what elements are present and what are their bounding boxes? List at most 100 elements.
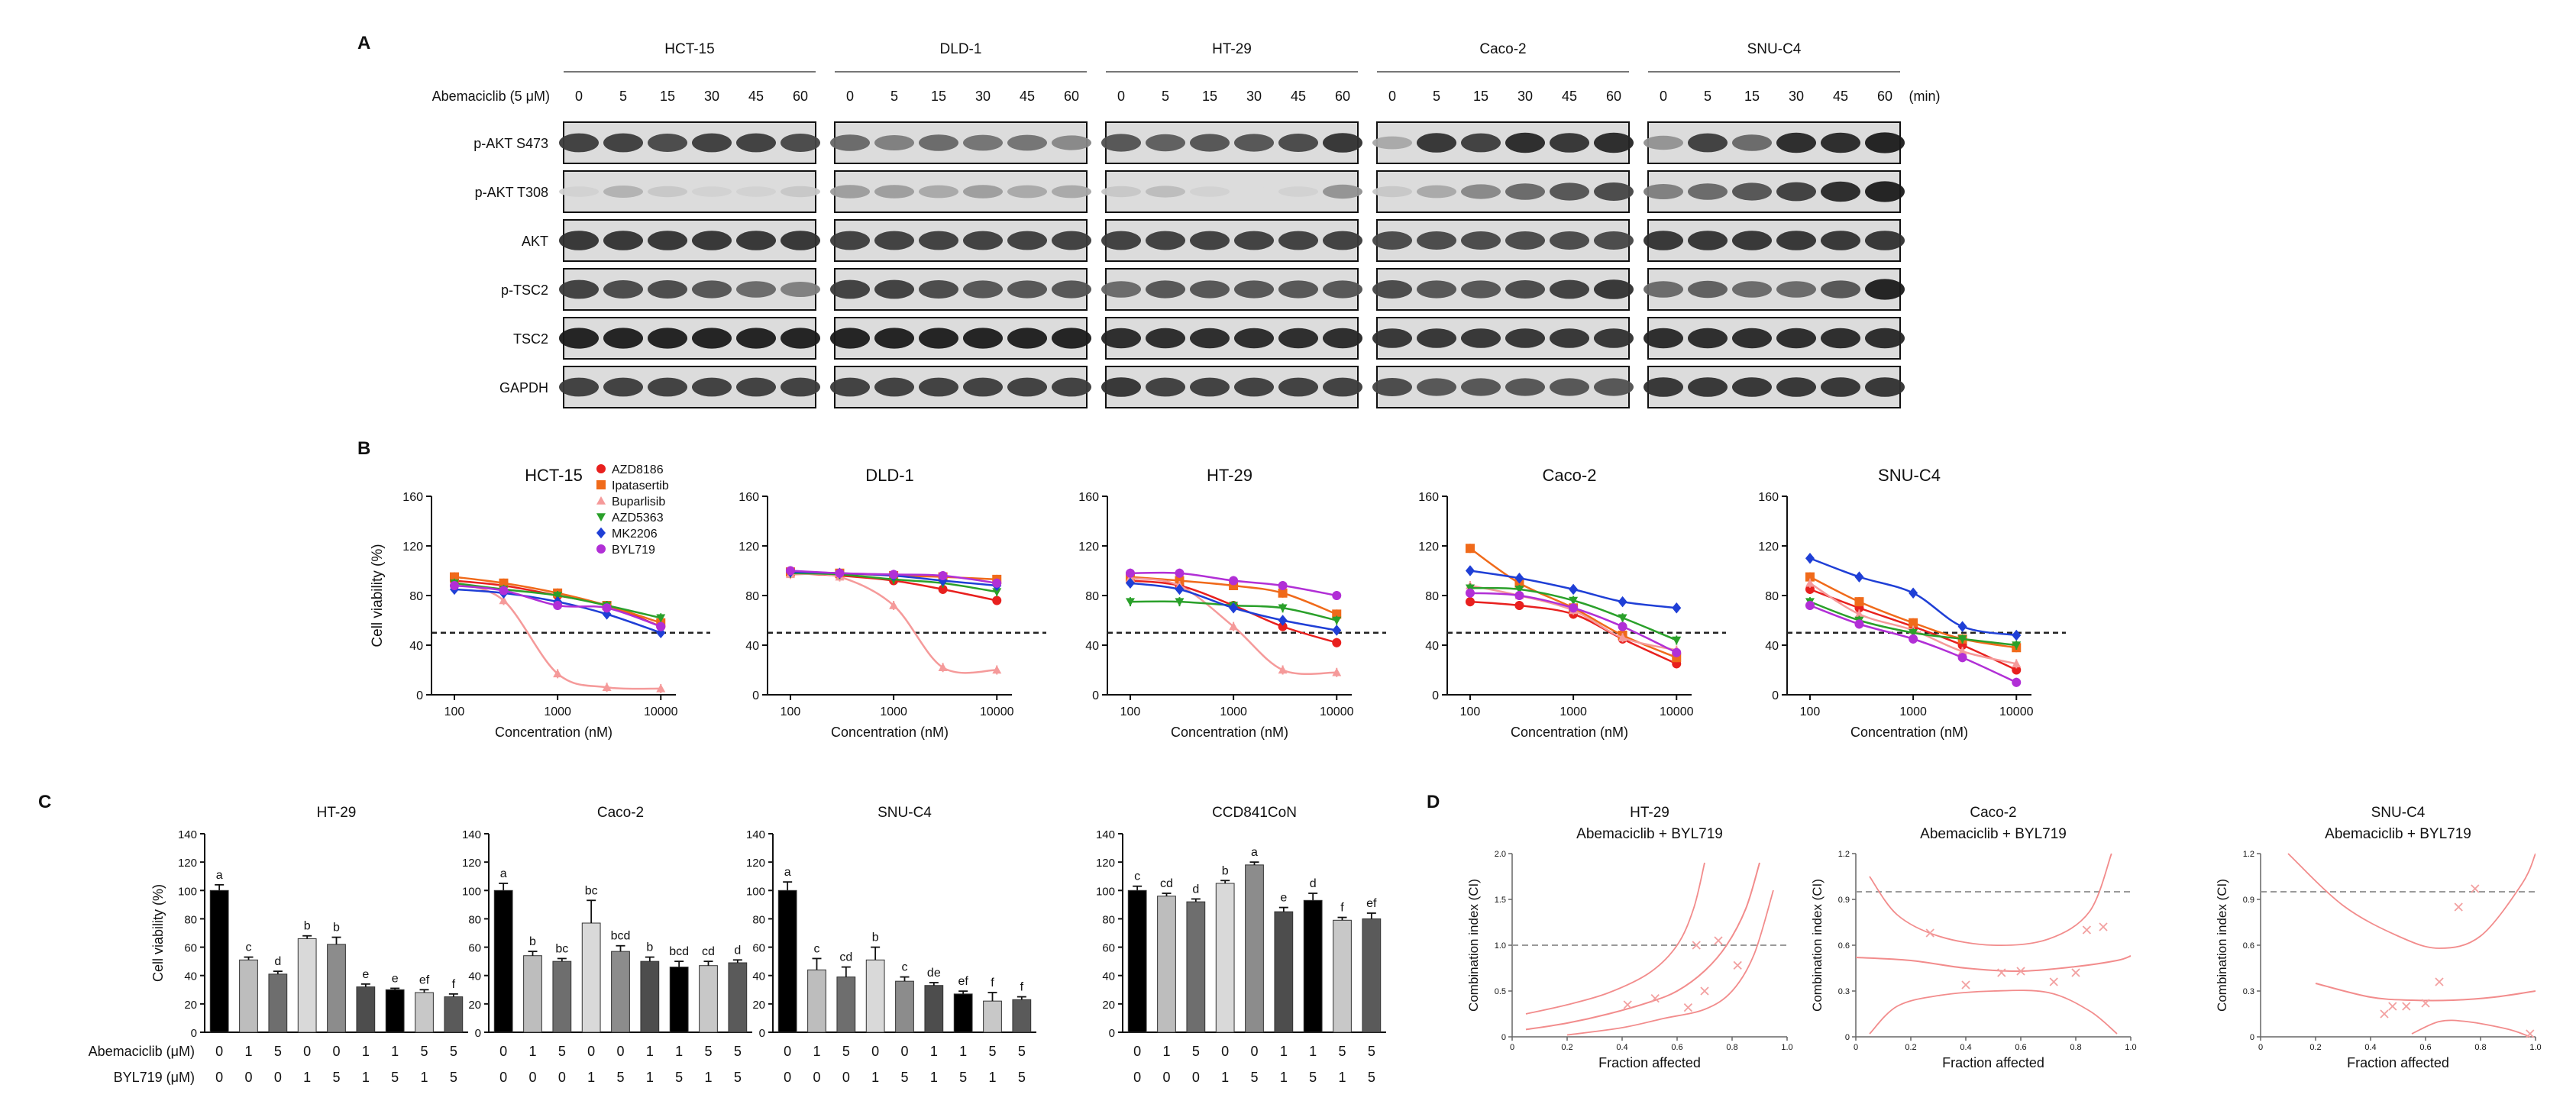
y-tick-label: 40 <box>1765 640 1779 653</box>
blot-band <box>1594 182 1634 201</box>
abemaciclib-dose: 5 <box>274 1044 282 1059</box>
bar <box>895 980 914 1033</box>
data-point <box>1125 598 1135 607</box>
y-tick-label: 0 <box>752 689 759 702</box>
bar <box>1157 896 1176 1033</box>
data-point <box>1618 614 1627 623</box>
bar <box>415 992 434 1033</box>
x-tick-label: 1.0 <box>1781 1043 1792 1052</box>
data-point <box>1957 653 1967 663</box>
blot-band <box>1776 182 1816 202</box>
blot-band <box>1594 328 1634 348</box>
blot-band <box>1007 377 1047 397</box>
ci-confidence-bound <box>1869 853 2112 947</box>
curve-group <box>2287 853 2536 1038</box>
abemaciclib-dose: 0 <box>1250 1044 1258 1059</box>
bar <box>611 951 630 1033</box>
blot-band <box>692 186 732 197</box>
protein-label: p-AKT S473 <box>474 136 548 151</box>
blot-band <box>1234 328 1274 349</box>
blot-band <box>1644 281 1683 298</box>
data-point <box>1618 596 1627 608</box>
y-tick-label: 0.5 <box>1495 987 1506 996</box>
x-axis-label: Concentration (nM) <box>831 725 949 740</box>
ci-data-point <box>2402 1002 2411 1011</box>
y-tick-label: 1.0 <box>1495 941 1506 951</box>
data-point <box>1854 619 1864 629</box>
blot-band <box>1372 136 1412 150</box>
time-point-label: 60 <box>793 89 808 104</box>
blot-membrane <box>834 366 1088 408</box>
ci-data-point <box>1733 960 1742 970</box>
ci-data-point <box>2421 999 2430 1008</box>
blot-band <box>963 280 1003 299</box>
legend-marker <box>596 527 606 539</box>
y-tick-label: 40 <box>745 640 759 653</box>
subplot-title: Caco-2 <box>597 805 644 821</box>
blot-band <box>1146 231 1185 250</box>
y-tick-label: 120 <box>739 541 759 554</box>
blot-membrane <box>563 121 816 164</box>
blot-membrane <box>1376 121 1630 164</box>
data-point <box>1618 633 1627 642</box>
abemaciclib-dose: 5 <box>988 1044 996 1059</box>
y-tick-label: 80 <box>1102 913 1115 926</box>
abemaciclib-dose: 5 <box>1192 1044 1200 1059</box>
y-tick-label: 0 <box>1501 1033 1506 1042</box>
data-point <box>2012 677 2022 687</box>
data-point <box>1278 604 1288 613</box>
ci-data-point <box>2380 1009 2389 1019</box>
byl719-dose: 0 <box>244 1070 252 1085</box>
blot-band <box>1865 231 1905 250</box>
blot-band <box>559 231 599 250</box>
blot-band <box>1146 280 1185 299</box>
blot-band <box>1146 134 1185 152</box>
data-point <box>1332 625 1342 636</box>
blot-band <box>1821 231 1860 250</box>
significance-letter: b <box>304 920 311 933</box>
blot-band <box>1323 328 1362 349</box>
subplot-title: SNU-C4 <box>2371 805 2426 821</box>
panel-c-letter: C <box>38 792 51 812</box>
blot-band <box>1732 182 1772 201</box>
blot-band <box>1776 132 1816 153</box>
blot-band <box>1101 186 1141 198</box>
blot-membrane <box>1376 170 1630 213</box>
subplot-title: SNU-C4 <box>878 805 932 821</box>
legend-marker <box>596 480 606 489</box>
x-tick-label: 10000 <box>1999 705 2034 718</box>
y-tick-label: 140 <box>178 828 197 841</box>
ci-confidence-bound <box>1566 889 1774 1036</box>
x-tick-label: 0.4 <box>1616 1043 1627 1052</box>
y-axis-label: Combination index (CI) <box>2215 879 2229 1012</box>
data-point <box>553 601 563 610</box>
bar <box>983 1000 1002 1033</box>
blot-band <box>1594 279 1634 299</box>
data-point <box>1805 578 1815 587</box>
data-point <box>449 572 459 582</box>
data-point <box>2012 641 2022 650</box>
x-tick-label: 0.8 <box>1726 1043 1737 1052</box>
time-point-label: 60 <box>1606 89 1621 104</box>
data-point <box>1278 621 1288 631</box>
data-point <box>1465 597 1475 607</box>
blot-band <box>1190 186 1230 197</box>
y-tick-label: 40 <box>752 970 765 983</box>
blot-band <box>603 328 643 349</box>
blot-membrane <box>1105 170 1359 213</box>
row-label-abemaciclib: Abemaciclib (μM) <box>89 1044 195 1059</box>
time-point-label: 15 <box>1473 89 1488 104</box>
blot-band <box>1461 184 1501 199</box>
blot-band <box>1323 133 1362 153</box>
blot-membrane <box>834 121 1088 164</box>
ci-confidence-bound <box>2411 1019 2531 1038</box>
bar <box>209 889 229 1033</box>
blot-membrane <box>834 317 1088 360</box>
data-point <box>1278 588 1288 598</box>
abemaciclib-dose: 0 <box>900 1044 908 1059</box>
ci-data-point <box>1925 928 1934 938</box>
data-point <box>1909 628 1918 638</box>
blot-band <box>963 328 1003 349</box>
blot-membrane <box>1376 268 1630 311</box>
bar <box>924 985 944 1033</box>
